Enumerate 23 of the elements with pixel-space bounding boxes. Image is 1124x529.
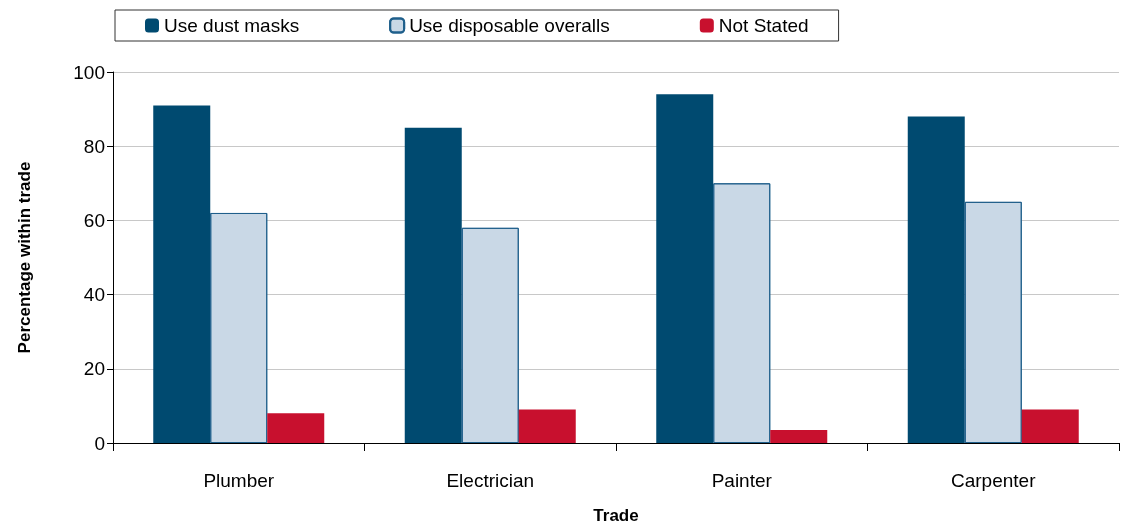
bar [404,127,462,443]
y-tick-label: 40 [83,284,105,306]
bar [770,430,828,443]
bar [153,105,211,443]
bar [518,409,576,443]
y-tick-label: 0 [94,432,105,454]
x-tick-label: Painter [711,470,773,491]
legend-label: Use disposable overalls [409,15,610,36]
bar [907,116,965,443]
x-tick-label: Carpenter [951,470,1037,491]
y-tick-label: 60 [83,209,105,231]
y-axis-title: Percentage within trade [15,161,34,354]
bar [1021,409,1079,443]
legend-label: Not Stated [718,15,809,36]
legend-label: Use dust masks [164,15,300,36]
x-tick-label: Electrician [446,470,535,491]
y-tick-label: 20 [83,358,105,380]
bar [267,413,325,443]
x-tick-label: Plumber [203,470,275,491]
y-tick-label: 100 [73,61,105,83]
y-tick-label: 80 [83,135,105,157]
bar [656,94,714,443]
x-axis-title: Trade [593,506,639,525]
